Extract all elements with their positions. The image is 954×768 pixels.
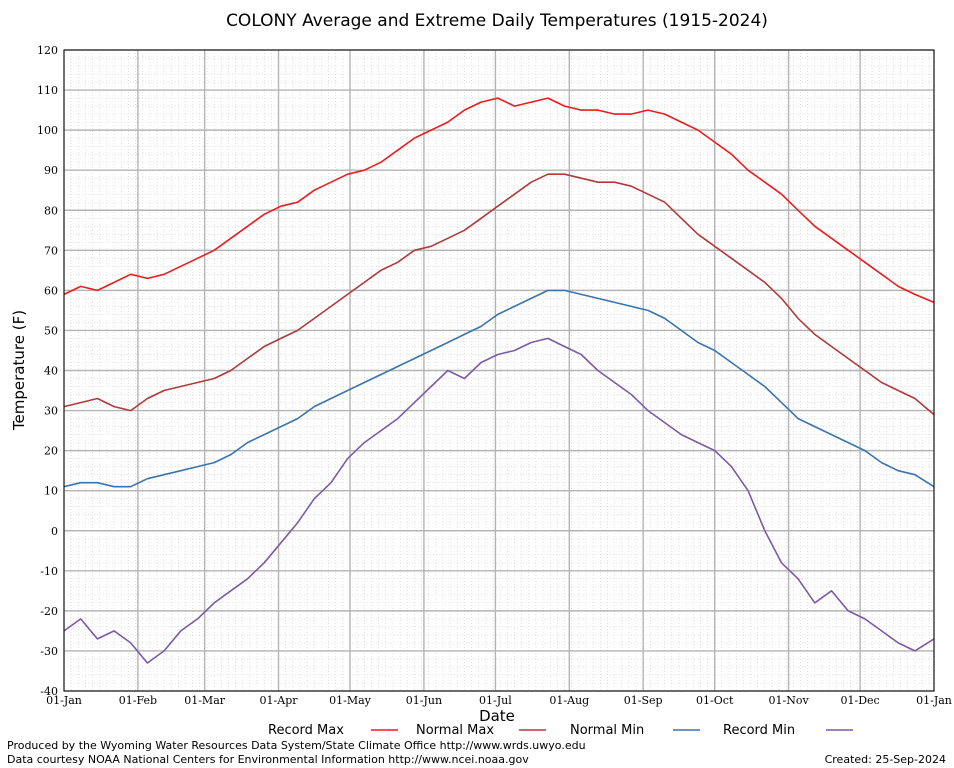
record-min-line <box>63 337 935 664</box>
normal-max-line <box>63 173 935 416</box>
plot-area: -40 -30 -20 -10 0 10 20 30 40 50 60 70 80 90 100 110 120… <box>37 44 952 707</box>
legend-label-record-min: Record Min <box>723 723 795 738</box>
x-tick-label: 01-Jan <box>916 694 952 707</box>
y-tick-label: -30 <box>40 645 58 658</box>
y-tick-label: 60 <box>44 284 58 297</box>
y-tick-label: 30 <box>44 405 58 418</box>
y-axis-label: Temperature (F) <box>10 310 28 431</box>
x-tick-label: 01-Sep <box>624 694 663 707</box>
record-max-line <box>63 97 935 304</box>
footer-data-courtesy: Data courtesy NOAA National Centers for … <box>7 753 529 766</box>
x-tick-label: 01-Aug <box>549 694 589 707</box>
y-tick-label: 120 <box>37 44 58 57</box>
y-tick-label: 0 <box>51 525 58 538</box>
plot-frame <box>63 49 935 692</box>
normal-min-line <box>63 289 935 488</box>
x-tick-label: 01-Nov <box>769 694 810 707</box>
footer-produced-by: Produced by the Wyoming Water Resources … <box>7 739 586 752</box>
y-tick-label: 20 <box>44 445 58 458</box>
y-tick-label: -10 <box>40 565 58 578</box>
y-tick-label: -40 <box>40 685 58 698</box>
legend-label-record-max: Record Max <box>268 723 344 738</box>
x-tick-label: 01-Jan <box>46 694 82 707</box>
y-tick-label: 70 <box>44 244 58 257</box>
legend: Record Max Normal Max Normal Min Record Min <box>268 723 853 738</box>
y-tick-label: 80 <box>44 204 58 217</box>
footer-created-date: Created: 25-Sep-2024 <box>825 753 946 766</box>
x-tick-label: 01-Mar <box>184 694 226 707</box>
legend-label-normal-max: Normal Max <box>416 723 494 738</box>
legend-label-normal-min: Normal Min <box>570 723 644 738</box>
x-tick-label: 01-Jun <box>406 694 442 707</box>
y-tick-label: 10 <box>44 485 58 498</box>
y-tick-label: 50 <box>44 324 58 337</box>
y-tick-label: 90 <box>44 164 58 177</box>
x-tick-label: 01-Jul <box>479 694 512 707</box>
x-tick-label: 01-Oct <box>696 694 734 707</box>
y-tick-label: -20 <box>40 605 58 618</box>
x-tick-label: 01-Feb <box>119 694 157 707</box>
x-tick-label: 01-Apr <box>260 694 299 707</box>
x-tick-label: 01-May <box>329 694 372 707</box>
y-tick-label: 100 <box>37 124 58 137</box>
chart-title: COLONY Average and Extreme Daily Tempera… <box>226 11 768 31</box>
x-tick-label: 01-Dec <box>841 694 880 707</box>
y-tick-label: 110 <box>37 84 58 97</box>
y-tick-label: 40 <box>44 365 58 378</box>
x-axis-label: Date <box>479 707 515 725</box>
